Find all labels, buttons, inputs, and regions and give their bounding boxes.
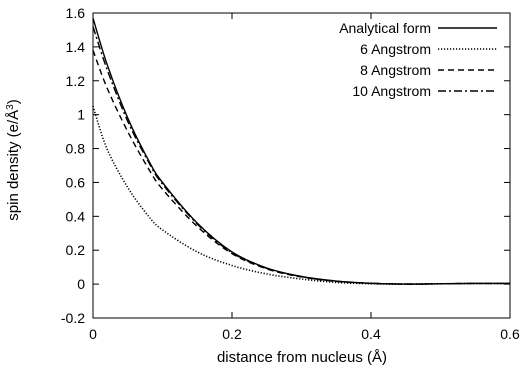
- x-tick-label: 0.2: [222, 326, 242, 342]
- y-tick-label: 0: [77, 276, 85, 292]
- x-tick-label: 0: [89, 326, 97, 342]
- legend-label-4: 10 Angstrom: [352, 83, 431, 99]
- axes: 0 0.2 0.4 0.6-0.200.20.40.60.811.21.41.6: [61, 5, 520, 342]
- y-tick-label: 1: [77, 107, 85, 123]
- y-tick-label: 0.4: [66, 208, 86, 224]
- x-axis-label: distance from nucleus (Å): [217, 349, 387, 366]
- legend-label-1: Analytical form: [339, 20, 431, 36]
- legend-label-2: 6 Angstrom: [360, 41, 431, 57]
- y-tick-label: 1.6: [66, 5, 86, 21]
- series-line-2: [92, 105, 511, 285]
- y-tick-label: 1.4: [66, 39, 86, 55]
- plot-area: [92, 17, 511, 285]
- legend: Analytical form 6 Angstrom 8 Angstrom 10 An…: [339, 20, 497, 99]
- y-tick-label: -0.2: [61, 310, 85, 326]
- y-tick-label: 0.8: [66, 141, 86, 157]
- series-line-4: [92, 26, 511, 285]
- x-tick-label: 0.6: [500, 326, 520, 342]
- legend-label-3: 8 Angstrom: [360, 62, 431, 78]
- y-axis-label: spin density (e/Å3): [5, 99, 22, 220]
- y-tick-label: 0.6: [66, 174, 86, 190]
- y-tick-label: 1.2: [66, 73, 86, 89]
- y-tick-label: 0.2: [66, 242, 86, 258]
- plot-frame: [92, 12, 511, 319]
- x-tick-label: 0.4: [361, 326, 381, 342]
- series-line-1: [92, 17, 511, 285]
- series-line-3: [92, 50, 511, 285]
